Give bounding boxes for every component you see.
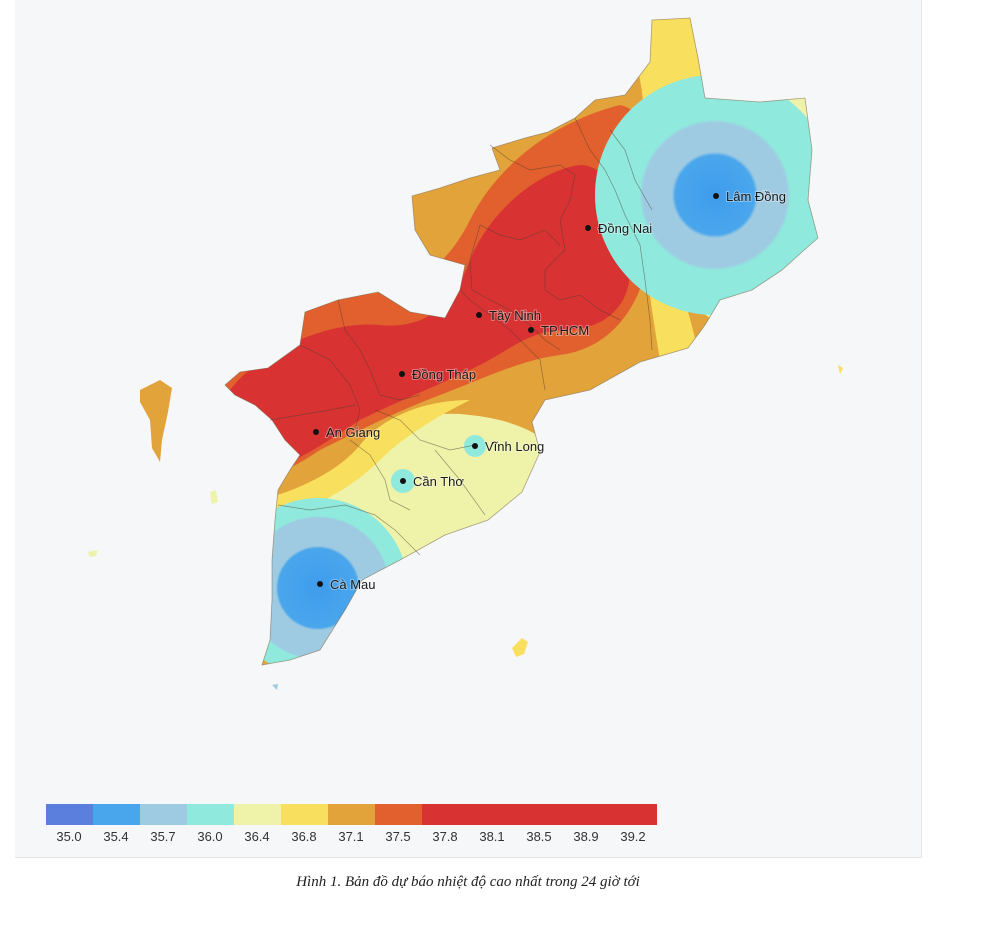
city-label-dong-nai: Đồng Nai — [598, 221, 652, 236]
legend-swatch — [422, 804, 469, 825]
city-dot-vinh-long[interactable] — [472, 443, 478, 449]
legend-swatch — [234, 804, 281, 825]
legend-swatch — [46, 804, 93, 825]
city-dot-ca-mau[interactable] — [317, 581, 323, 587]
temperature-map[interactable]: Lâm Đồng Đồng Nai Tây Ninh TP.HCM Đồng T… — [15, 0, 921, 857]
city-dot-an-giang[interactable] — [313, 429, 319, 435]
legend-tick-label: 35.7 — [150, 829, 176, 844]
legend-swatch — [140, 804, 187, 825]
city-dot-dong-thap[interactable] — [399, 371, 405, 377]
city-dot-tay-ninh[interactable] — [476, 312, 482, 318]
legend-swatch — [375, 804, 422, 825]
legend-tick-label: 36.4 — [244, 829, 270, 844]
city-label-ca-mau: Cà Mau — [330, 577, 376, 592]
island-small-1 — [210, 490, 218, 504]
legend-tick-label: 35.4 — [103, 829, 129, 844]
legend-swatch — [93, 804, 140, 825]
island-small-4 — [272, 684, 278, 690]
island-con-dao — [512, 638, 528, 657]
band-36-8-south — [260, 400, 470, 520]
island-phu-quoc — [140, 380, 172, 462]
city-dot-tp-hcm[interactable] — [528, 327, 534, 333]
legend-ticks: 35.0 35.4 35.7 36.0 36.4 36.8 37.1 37.5 … — [46, 827, 657, 847]
legend-swatch — [563, 804, 610, 825]
legend-swatch — [610, 804, 657, 825]
city-label-tay-ninh: Tây Ninh — [489, 308, 541, 323]
city-label-dong-thap: Đồng Tháp — [412, 367, 476, 382]
map-panel: Lâm Đồng Đồng Nai Tây Ninh TP.HCM Đồng T… — [15, 0, 922, 858]
city-label-an-giang: An Giang — [326, 425, 380, 440]
city-label-vinh-long: Vĩnh Long — [485, 439, 544, 454]
city-dot-dong-nai[interactable] — [585, 225, 591, 231]
city-dot-can-tho[interactable] — [400, 478, 406, 484]
legend-swatch — [469, 804, 516, 825]
city-markers: Lâm Đồng Đồng Nai Tây Ninh TP.HCM Đồng T… — [313, 188, 787, 593]
legend-tick-label: 37.1 — [338, 829, 364, 844]
province-boundaries — [269, 117, 653, 556]
legend-tick-label: 38.9 — [573, 829, 599, 844]
legend-swatch — [281, 804, 328, 825]
city-dot-lam-dong[interactable] — [713, 193, 719, 199]
city-label-lam-dong: Lâm Đồng — [726, 189, 786, 204]
island-small-2 — [88, 550, 98, 557]
legend-tick-label: 37.5 — [385, 829, 411, 844]
legend-tick-label: 39.2 — [620, 829, 646, 844]
legend-tick-label: 38.5 — [526, 829, 552, 844]
legend-swatch — [328, 804, 375, 825]
legend-tick-label: 35.0 — [56, 829, 82, 844]
legend-tick-label: 38.1 — [479, 829, 505, 844]
city-label-can-tho: Cần Thơ — [413, 474, 464, 489]
legend-tick-label: 37.8 — [432, 829, 458, 844]
legend-swatch — [516, 804, 563, 825]
band-37-8-plus — [230, 165, 630, 465]
city-label-tp-hcm: TP.HCM — [541, 323, 589, 338]
legend-tick-label: 36.0 — [197, 829, 223, 844]
legend-color-scale — [46, 804, 657, 825]
legend-swatch — [187, 804, 234, 825]
island-small-3 — [838, 365, 843, 374]
legend-tick-label: 36.8 — [291, 829, 317, 844]
figure-caption: Hình 1. Bản đồ dự báo nhiệt độ cao nhất … — [296, 874, 640, 890]
